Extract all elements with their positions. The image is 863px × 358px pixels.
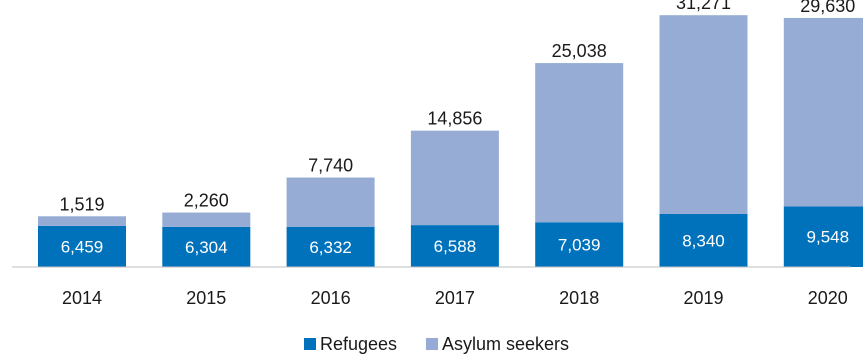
legend-label-asylum-seekers: Asylum seekers <box>442 334 569 354</box>
bars-layer: 6,459 1,519 6,304 2,260 6,332 7,740 6,588 14,85… <box>38 0 863 267</box>
bar-refugees-2019 <box>659 213 748 267</box>
data-label-asylum-seekers-2018: 25,038 <box>552 41 607 61</box>
x-tick-label-2014: 2014 <box>62 288 102 308</box>
x-tick-label-2020: 2020 <box>808 288 848 308</box>
bar-refugees-2014 <box>38 225 126 267</box>
data-label-refugees-2015: 6,304 <box>185 238 228 257</box>
data-label-refugees-2016: 6,332 <box>309 238 352 257</box>
bar-refugees-2017 <box>410 225 499 267</box>
legend-label-refugees: Refugees <box>320 334 397 354</box>
x-tick-label-2015: 2015 <box>186 288 226 308</box>
data-label-asylum-seekers-2015: 2,260 <box>184 191 229 211</box>
x-tick-label-2018: 2018 <box>559 288 599 308</box>
x-tick-label-2017: 2017 <box>435 288 475 308</box>
data-label-asylum-seekers-2017: 14,856 <box>427 109 482 129</box>
bar-refugees-2020 <box>783 206 863 267</box>
bar-asylum-seekers-2014 <box>38 216 126 226</box>
bar-asylum-seekers-2018 <box>535 63 624 223</box>
x-tick-label-2016: 2016 <box>311 288 351 308</box>
bar-asylum-seekers-2017 <box>410 130 499 226</box>
data-label-refugees-2019: 8,340 <box>682 231 725 250</box>
data-label-refugees-2017: 6,588 <box>434 237 477 256</box>
data-label-asylum-seekers-2020: 29,630 <box>800 0 855 16</box>
legend-swatch-refugees <box>304 338 316 350</box>
data-label-asylum-seekers-2016: 7,740 <box>308 156 353 176</box>
data-label-refugees-2020: 9,548 <box>807 228 850 247</box>
bar-asylum-seekers-2016 <box>286 177 375 227</box>
bar-refugees-2018 <box>535 222 624 267</box>
data-label-refugees-2018: 7,039 <box>558 236 601 255</box>
bar-asylum-seekers-2020 <box>783 17 863 207</box>
legend-swatch-asylum-seekers <box>426 338 438 350</box>
x-tick-labels: 2014 2015 2016 2017 2018 2019 2020 <box>62 288 848 308</box>
data-label-asylum-seekers-2019: 31,271 <box>676 0 731 13</box>
data-label-asylum-seekers-2014: 1,519 <box>59 194 104 214</box>
bar-asylum-seekers-2015 <box>162 212 251 227</box>
x-tick-label-2019: 2019 <box>683 288 723 308</box>
bar-refugees-2015 <box>162 226 251 267</box>
bar-asylum-seekers-2019 <box>659 15 748 214</box>
legend: Refugees Asylum seekers <box>304 334 569 354</box>
data-label-refugees-2014: 6,459 <box>61 237 104 256</box>
bar-refugees-2016 <box>286 226 375 267</box>
